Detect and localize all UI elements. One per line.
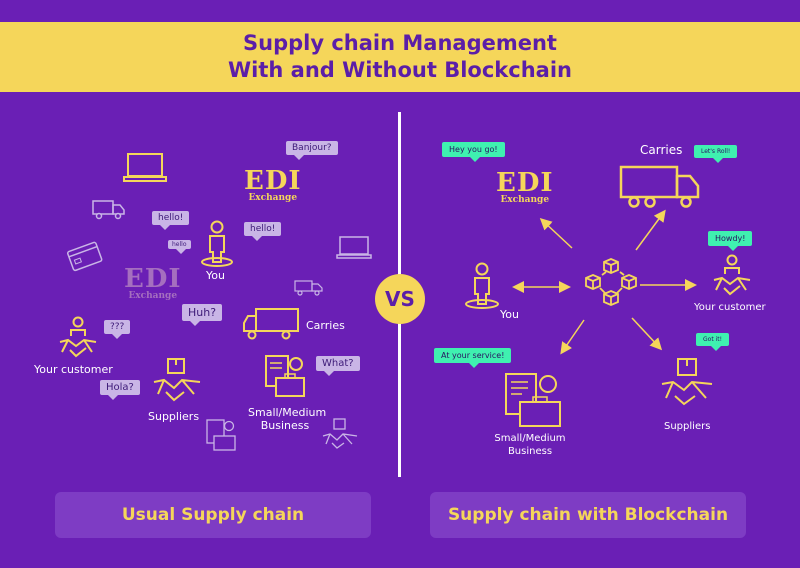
bubble-question-marks: ??? — [104, 320, 131, 339]
truck-icon — [92, 200, 125, 220]
label-you-left: You — [206, 269, 225, 282]
title-line-2: With and Without Blockchain — [228, 58, 572, 82]
edi-text: EDI — [244, 166, 302, 196]
bubble-at-your-service: At your service! — [434, 348, 512, 368]
edi-text: EDI — [124, 264, 182, 294]
truck-icon — [619, 165, 700, 208]
business-briefcase-icon — [505, 373, 561, 427]
bubble-hey-you-go: Hey you go! — [442, 142, 505, 162]
person-icon — [201, 220, 233, 267]
label-suppliers-left: Suppliers — [148, 410, 200, 423]
bubble-what: What? — [316, 356, 360, 376]
supplier-handshake-icon — [153, 358, 201, 402]
edi-exchange-logo-left: EDI Exchange — [244, 168, 302, 203]
label-business-right: Small/Medium Business — [490, 432, 570, 458]
bubble-got-it: Got it! — [696, 333, 730, 351]
supplier-handshake-icon — [661, 358, 713, 406]
edi-exchange-text: Exchange — [500, 195, 550, 205]
bubble-hello-1: hello! — [152, 211, 190, 230]
label-business-line-2: Business — [507, 446, 553, 457]
laptop-icon — [336, 236, 372, 259]
blockchain-icon — [585, 258, 637, 306]
bubble-banjour: Banjour? — [286, 141, 338, 160]
business-briefcase-icon — [206, 419, 236, 451]
label-your-customer-left: Your customer — [34, 363, 113, 376]
edi-exchange-text: Exchange — [128, 291, 178, 301]
truck-icon — [294, 280, 323, 296]
vs-badge: VS — [375, 274, 425, 324]
title-banner: Supply chain Management With and Without… — [0, 22, 800, 92]
label-your-customer-right: Your customer — [694, 302, 766, 313]
bubble-hello-small: hello — [168, 240, 191, 254]
edi-text: EDI — [496, 168, 554, 198]
edi-exchange-text: Exchange — [248, 193, 298, 203]
handshake-customer-icon — [713, 254, 751, 296]
bubble-hello-2: hello! — [244, 222, 282, 241]
label-business-line-1: Small/Medium — [248, 406, 327, 419]
person-icon — [465, 262, 499, 309]
label-carries-right: Carries — [640, 143, 683, 157]
label-business-line-2: Business — [260, 419, 310, 432]
label-business-left: Small/Medium Business — [248, 406, 327, 432]
truck-icon — [243, 308, 299, 340]
bubble-huh: Huh? — [182, 304, 223, 326]
bubble-howdy: Howdy! — [708, 231, 753, 251]
laptop-icon — [123, 153, 167, 182]
label-suppliers-right: Suppliers — [664, 421, 711, 432]
business-briefcase-icon — [265, 355, 305, 397]
bubble-lets-roll: Let's Roll! — [694, 145, 738, 163]
label-carries-left: Carries — [306, 319, 345, 332]
edi-exchange-logo-faded: EDI Exchange — [124, 266, 182, 301]
footer-supply-chain-with-blockchain: Supply chain with Blockchain — [430, 492, 746, 538]
handshake-customer-icon — [59, 316, 97, 358]
supplier-handshake-icon — [322, 418, 358, 449]
title-line-1: Supply chain Management — [243, 31, 557, 55]
bubble-hola: Hola? — [100, 380, 140, 400]
label-you-right: You — [500, 308, 519, 321]
label-business-line-1: Small/Medium — [494, 433, 566, 444]
credit-card-icon — [67, 241, 103, 272]
footer-usual-supply-chain: Usual Supply chain — [55, 492, 371, 538]
edi-exchange-logo-right: EDI Exchange — [496, 170, 554, 205]
